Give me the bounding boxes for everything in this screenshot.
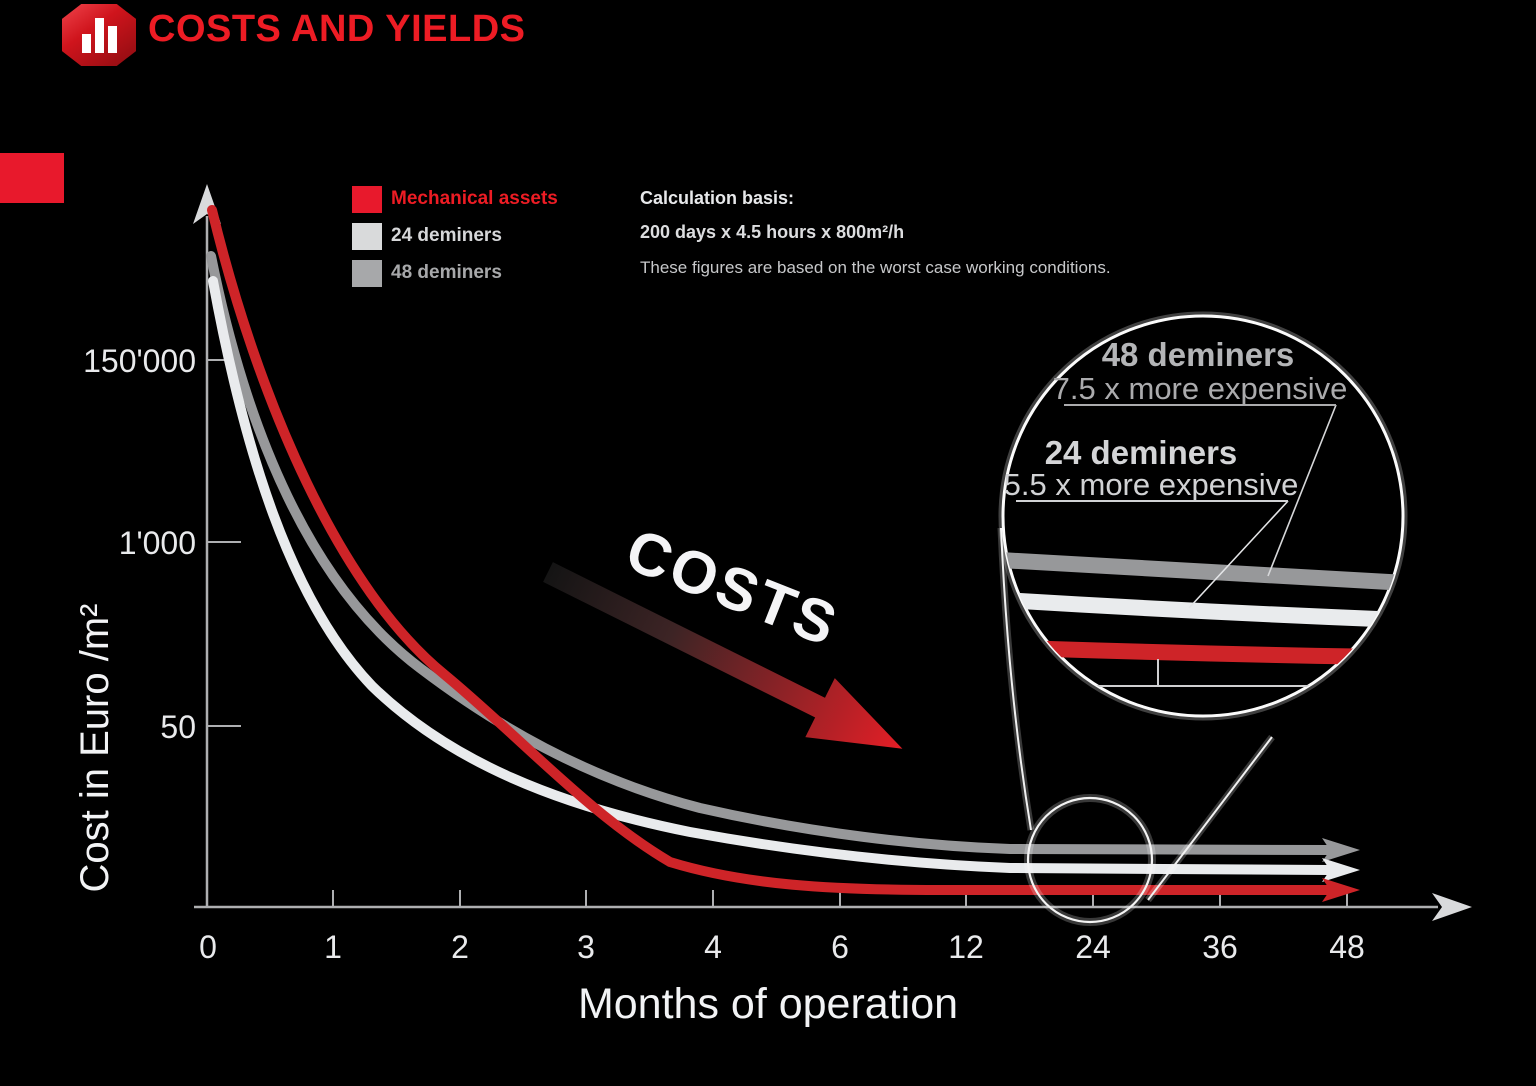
legend-swatch-48-deminers: [352, 259, 382, 287]
x-tick-label-1: 1: [324, 929, 342, 965]
legend-item-mechanical: Mechanical assets: [352, 185, 558, 213]
legend-swatch-mechanical: [352, 185, 382, 213]
magnifier: 48 deminers 7.5 x more expensive 24 demi…: [998, 311, 1408, 721]
lens-24-title: 24 deminers: [1045, 434, 1238, 471]
curve-mechanical: [207, 205, 1333, 895]
curve-24-deminers: [208, 276, 1333, 875]
lens-connectors: [997, 527, 1275, 926]
lens-leader-24: [1188, 500, 1289, 609]
lens-band-mechanical: [1019, 640, 1387, 665]
lens-leader-48: [1267, 404, 1337, 577]
curve-48-deminers: [206, 251, 1333, 855]
legend-label-48-deminers: 48 deminers: [391, 262, 502, 283]
legend-label-24-deminers: 24 deminers: [391, 225, 502, 246]
y-tick-label-1000: 1'000: [119, 525, 196, 561]
curve-mechanical-arrowhead: [1322, 878, 1360, 902]
curve-48-arrowhead: [1322, 838, 1360, 862]
lens-source-circle: [1026, 796, 1154, 924]
calculation-note: These figures are based on the worst cas…: [640, 258, 1111, 277]
y-tick-label-50: 50: [160, 709, 196, 745]
x-tick-label-24: 24: [1075, 929, 1111, 965]
magnifier-content: [1003, 552, 1403, 687]
lens-band-24-deminers: [1003, 592, 1403, 628]
calculation-title: Calculation basis:: [640, 188, 795, 208]
axes: [194, 216, 1438, 909]
legend-swatch-24-deminers: [352, 222, 382, 250]
lens-band-48-deminers: [1003, 552, 1403, 591]
legend-item-48-deminers: 48 deminers: [352, 259, 502, 287]
calculation-basis: Calculation basis: 200 days x 4.5 hours …: [640, 188, 1111, 278]
lens-connector-left: [1000, 527, 1032, 831]
lens-connector-right: [1147, 736, 1273, 901]
x-tick-label-2: 2: [451, 929, 469, 965]
lens-24-note: 5.5 x more expensive: [1004, 467, 1299, 502]
y-tick-label-150000: 150'000: [83, 343, 196, 379]
calculation-formula: 200 days x 4.5 hours x 800m²/h: [640, 222, 905, 242]
x-axis-arrowhead: [1432, 893, 1472, 921]
red-accent-block: [0, 153, 64, 203]
logo-badge: [62, 4, 136, 66]
x-tick-label-48: 48: [1329, 929, 1365, 965]
x-axis-title: Months of operation: [578, 980, 958, 1028]
curve-24-arrowhead: [1322, 858, 1360, 882]
legend-label-mechanical: Mechanical assets: [391, 188, 558, 209]
lens-48-title: 48 deminers: [1102, 336, 1295, 373]
x-tick-label-6: 6: [831, 929, 849, 965]
x-tick-label-36: 36: [1202, 929, 1238, 965]
x-tick-labels: 0 1 2 3 4 6 12 24 36 48: [199, 929, 1365, 965]
y-tick-labels: 150'000 1'000 50: [83, 343, 196, 745]
costs-trend-arrow: [543, 562, 903, 749]
y-axis-ticks: [207, 359, 241, 727]
curves: [206, 205, 1333, 895]
y-axis-title: Cost in Euro /m²: [73, 604, 117, 893]
lens-48-note: 7.5 x more expensive: [1053, 371, 1348, 406]
legend-item-24-deminers: 24 deminers: [352, 222, 502, 250]
x-tick-label-4: 4: [704, 929, 722, 965]
x-tick-label-3: 3: [577, 929, 595, 965]
page-title: COSTS AND YIELDS: [148, 8, 526, 50]
costs-label: COSTS: [617, 516, 848, 660]
x-tick-label-12: 12: [948, 929, 984, 965]
x-tick-label-0: 0: [199, 929, 217, 965]
